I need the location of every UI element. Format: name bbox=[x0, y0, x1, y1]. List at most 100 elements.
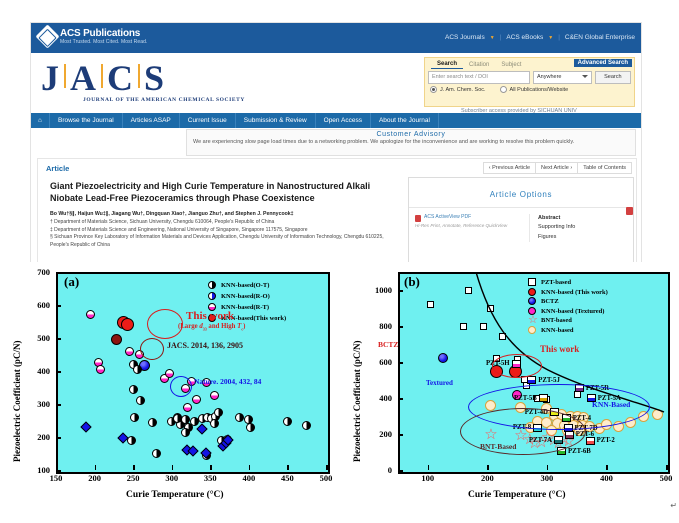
article-panel: Article ‹ Previous Article Next Article … bbox=[37, 158, 637, 278]
y-tick-label: 200 bbox=[379, 429, 392, 439]
x-tick-label: 150 bbox=[49, 473, 63, 483]
pdf-icon bbox=[415, 215, 421, 222]
x-tick-mark bbox=[171, 465, 174, 470]
data-point bbox=[209, 391, 219, 401]
legend-item: KNN-based(R-O) bbox=[208, 291, 286, 302]
affiliation-2: ‡ Department of Materials Science and En… bbox=[50, 226, 308, 233]
tab-search[interactable]: Search bbox=[431, 60, 464, 69]
x-tick-label: 500 bbox=[319, 473, 333, 483]
pdf-download-icon[interactable] bbox=[626, 207, 633, 215]
y-tick-label: 500 bbox=[37, 333, 50, 343]
legend-label: BNT-based bbox=[541, 317, 572, 325]
nav-cen-global-enterprise[interactable]: C&EN Global Enterprise bbox=[564, 34, 635, 41]
x-tick-label: 400 bbox=[242, 473, 256, 483]
nav-about-the-journal[interactable]: About the Journal bbox=[371, 113, 439, 128]
search-scope-select[interactable]: Anywhere bbox=[533, 71, 592, 84]
data-point bbox=[282, 416, 292, 426]
bnt-based-group-ellipse-b bbox=[460, 408, 586, 455]
pzt-chip: PZT-5J bbox=[527, 376, 560, 384]
search-button[interactable]: Search bbox=[594, 71, 631, 84]
y-tick-label: 300 bbox=[37, 399, 50, 409]
radio-all-publications-label: All Publications/Website bbox=[509, 86, 569, 93]
author-list: Bo Wu†§∥, Haijun Wu‡∥, Jiagang Wu†, Ding… bbox=[50, 211, 294, 217]
annotation-bnt-based-group-b: BNT-Based bbox=[480, 442, 517, 451]
nav-current-issue[interactable]: Current Issue bbox=[180, 113, 236, 128]
x-tick-mark bbox=[56, 465, 58, 470]
nav-acs-journals[interactable]: ACS Journals bbox=[444, 34, 485, 41]
legend-marker-icon: ☆ bbox=[528, 313, 538, 327]
link-figures[interactable]: Figures bbox=[538, 233, 557, 240]
legend-item: ☆ BNT-based bbox=[528, 313, 608, 327]
x-tick-label: 200 bbox=[480, 473, 494, 483]
advanced-search-link[interactable]: Advanced Search bbox=[573, 59, 632, 67]
previous-article-button[interactable]: ‹ Previous Article bbox=[482, 162, 536, 174]
logo-letter-j: J bbox=[41, 58, 60, 98]
y-tick-mark bbox=[56, 338, 61, 340]
data-point bbox=[427, 300, 435, 308]
x-axis-title-a: Curie Temperature (°C) bbox=[126, 490, 224, 500]
next-article-button[interactable]: Next Article › bbox=[535, 162, 579, 174]
x-tick-mark bbox=[487, 465, 489, 470]
link-supporting-info[interactable]: Supporting Info bbox=[538, 224, 576, 231]
x-tick-mark bbox=[606, 465, 608, 470]
x-tick-label: 100 bbox=[421, 473, 435, 483]
radio-all-publications[interactable] bbox=[499, 86, 507, 93]
home-icon[interactable]: ⌂ bbox=[31, 113, 50, 128]
acs-publications-logo[interactable]: ACS Publications Most Trusted. Most Cite… bbox=[35, 24, 148, 49]
legend-item: KNN-based (This work) bbox=[528, 287, 608, 298]
data-point bbox=[213, 407, 223, 417]
y-tick-label: 600 bbox=[379, 357, 392, 367]
chevron-down-icon[interactable]: ▼ bbox=[489, 34, 495, 41]
legend-label: PZT-based bbox=[541, 279, 572, 287]
acs-brand-tagline: Most Trusted. Most Cited. Most Read. bbox=[60, 38, 148, 45]
legend-label: KNN-based(O-T) bbox=[221, 282, 270, 289]
nav-acs-ebooks[interactable]: ACS eBooks bbox=[506, 34, 544, 41]
data-point bbox=[209, 419, 219, 429]
radio-journal[interactable] bbox=[430, 86, 437, 93]
nav-open-access[interactable]: Open Access bbox=[316, 113, 371, 128]
x-tick-mark bbox=[427, 465, 430, 470]
y-tick-label: 800 bbox=[379, 321, 392, 331]
legend-label: KNN-based(R-T) bbox=[221, 304, 270, 311]
logo-divider bbox=[138, 64, 140, 88]
legend-marker-icon bbox=[528, 325, 537, 335]
activeview-pdf-link[interactable]: ACS ActiveView PDF bbox=[424, 214, 472, 220]
data-point bbox=[191, 394, 201, 404]
legend-item: KNN-based (Textured) bbox=[528, 306, 608, 317]
data-point bbox=[121, 317, 135, 331]
y-tick-mark bbox=[56, 305, 61, 307]
search-row: Enter search text / DOI Anywhere Search bbox=[425, 69, 634, 84]
tab-subject[interactable]: Subject bbox=[501, 62, 522, 68]
radio-journal-label: J. Am. Chem. Soc. bbox=[440, 86, 486, 93]
x-tick-label: 450 bbox=[281, 473, 294, 483]
legend-marker-icon bbox=[528, 306, 537, 316]
legend-label: KNN-based (This work) bbox=[541, 288, 608, 296]
data-point bbox=[498, 333, 506, 341]
jacs-logo[interactable]: J A C S bbox=[41, 57, 165, 99]
y-tick-label: 700 bbox=[37, 267, 50, 277]
affiliation-3: § Sichuan Province Key Laboratory of Inf… bbox=[50, 234, 384, 248]
data-point bbox=[172, 414, 182, 424]
search-tabs: Search Citation Subject Advanced Search bbox=[425, 58, 634, 69]
nature-highlight-ellipse-a bbox=[170, 376, 192, 397]
logo-divider bbox=[64, 64, 66, 88]
link-abstract[interactable]: Abstract bbox=[538, 215, 561, 221]
x-tick-label: 250 bbox=[126, 473, 140, 483]
data-point bbox=[201, 378, 211, 388]
nav-articles-asap[interactable]: Articles ASAP bbox=[123, 113, 180, 128]
y-tick-mark bbox=[56, 437, 61, 439]
x-tick-label: 300 bbox=[165, 473, 179, 483]
data-point bbox=[124, 347, 134, 357]
journal-full-name: JOURNAL OF THE AMERICAN CHEMICAL SOCIETY bbox=[83, 97, 245, 103]
nav-browse-the-journal[interactable]: Browse the Journal bbox=[50, 113, 123, 128]
tab-citation[interactable]: Citation bbox=[469, 62, 490, 68]
acs-brand-title: ACS Publications bbox=[60, 27, 141, 39]
nav-submission-review[interactable]: Submission & Review bbox=[236, 113, 316, 128]
data-point bbox=[181, 427, 191, 437]
chevron-down-icon[interactable]: ▼ bbox=[548, 34, 554, 41]
legend-item: KNN-based(R-T) bbox=[208, 302, 286, 313]
data-point bbox=[132, 364, 142, 374]
search-input[interactable]: Enter search text / DOI bbox=[428, 71, 531, 84]
table-of-contents-button[interactable]: Table of Contents bbox=[577, 162, 632, 174]
y-tick-mark bbox=[56, 470, 61, 472]
